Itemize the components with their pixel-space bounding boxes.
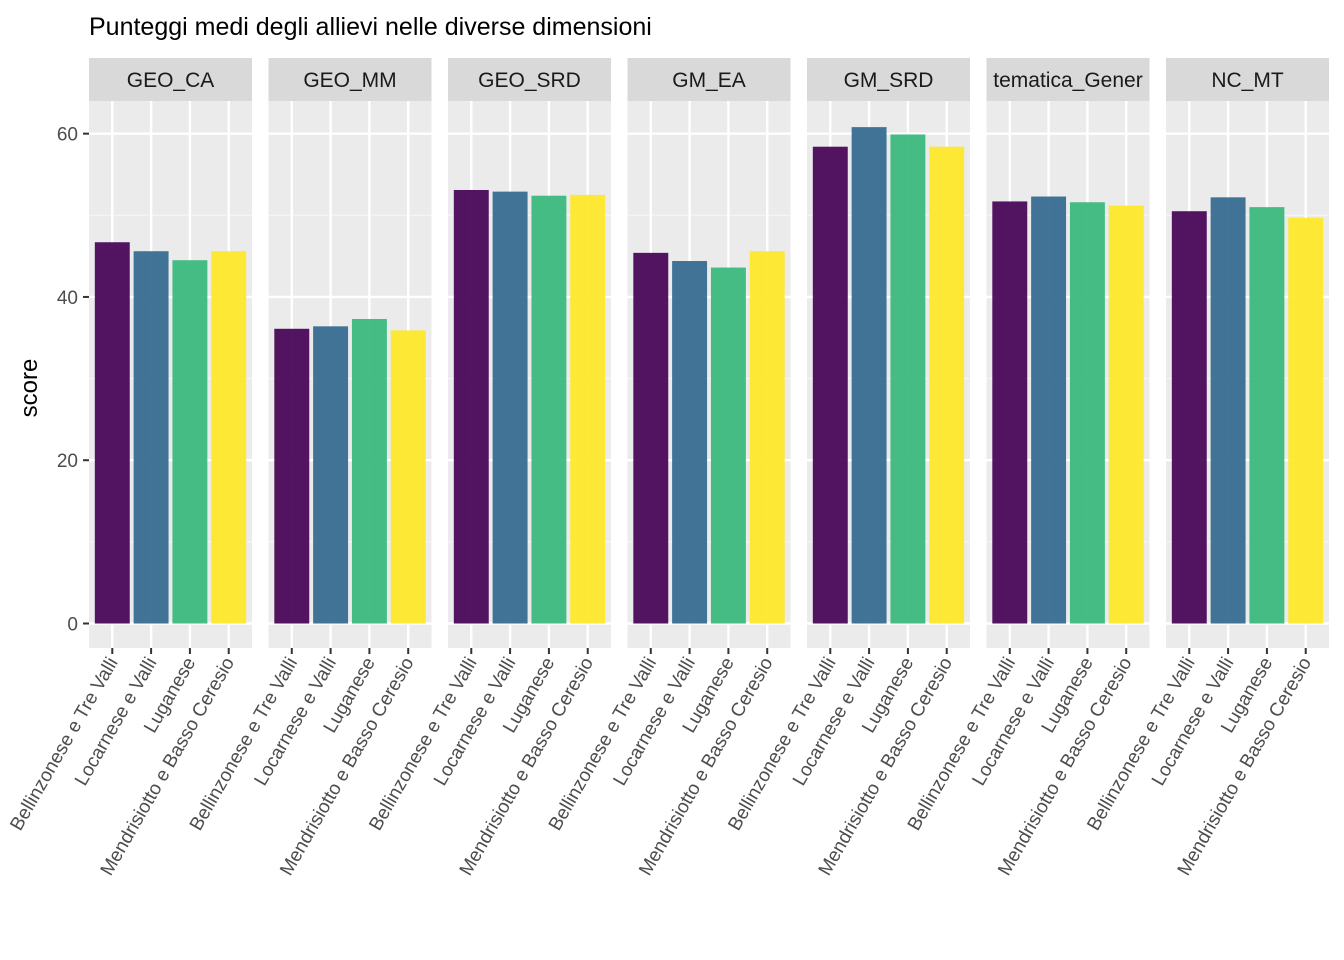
y-tick-label: 20 bbox=[57, 451, 78, 472]
bar-GM_EA-1 bbox=[672, 261, 708, 624]
bar-tematica_Gener-2 bbox=[1069, 202, 1105, 624]
facet-strip bbox=[1166, 58, 1329, 101]
y-tick-label: 40 bbox=[57, 288, 78, 309]
chart-title: Punteggi medi degli allievi nelle divers… bbox=[89, 13, 652, 41]
bar-GEO_SRD-0 bbox=[453, 189, 489, 624]
bar-GEO_CA-1 bbox=[133, 251, 169, 624]
facet-strip-label: NC_MT bbox=[1211, 69, 1284, 92]
bar-tematica_Gener-1 bbox=[1031, 196, 1067, 624]
bar-NC_MT-1 bbox=[1210, 197, 1246, 624]
bar-GM_EA-0 bbox=[633, 252, 669, 624]
bar-GM_EA-3 bbox=[749, 251, 785, 624]
facet-strip-label: GEO_MM bbox=[303, 69, 396, 92]
bar-GEO_MM-1 bbox=[313, 326, 349, 624]
bar-GEO_SRD-2 bbox=[531, 195, 567, 624]
bar-tematica_Gener-3 bbox=[1108, 205, 1144, 624]
y-axis-title: score bbox=[16, 359, 43, 418]
y-axis: 0 20 40 60 bbox=[57, 125, 89, 636]
bar-GEO_CA-3 bbox=[211, 251, 247, 624]
bar-NC_MT-2 bbox=[1249, 207, 1285, 624]
bar-GEO_MM-2 bbox=[351, 318, 387, 624]
bar-GEO_SRD-3 bbox=[570, 194, 606, 624]
facet-strip bbox=[627, 58, 791, 101]
bar-GM_SRD-1 bbox=[851, 127, 887, 624]
facet-strip bbox=[807, 58, 970, 101]
facet-strip-label: GM_SRD bbox=[844, 69, 934, 92]
bar-GEO_MM-3 bbox=[390, 330, 426, 624]
bar-tematica_Gener-0 bbox=[992, 201, 1028, 624]
facet-strip bbox=[268, 58, 432, 101]
facet-strip bbox=[89, 58, 252, 101]
bar-GEO_MM-0 bbox=[274, 328, 310, 624]
facet-strip bbox=[986, 58, 1150, 101]
bar-GEO_CA-2 bbox=[172, 260, 208, 624]
bar-NC_MT-0 bbox=[1171, 211, 1207, 624]
y-tick-label: 0 bbox=[67, 615, 78, 636]
facet-strip-label: GEO_CA bbox=[127, 69, 215, 92]
bar-GM_SRD-0 bbox=[812, 146, 848, 624]
bar-GM_SRD-2 bbox=[890, 134, 926, 624]
facet-strip-label: tematica_Gener bbox=[993, 69, 1142, 92]
bar-NC_MT-3 bbox=[1288, 217, 1324, 624]
bar-GM_SRD-3 bbox=[929, 146, 965, 624]
y-tick-label: 60 bbox=[57, 125, 78, 146]
bar-GEO_CA-0 bbox=[94, 242, 130, 624]
facet-strip bbox=[448, 58, 611, 101]
facet-strip-label: GEO_SRD bbox=[478, 69, 581, 92]
facet-strip-label: GM_EA bbox=[672, 69, 746, 92]
bar-GM_EA-2 bbox=[710, 267, 746, 624]
bar-GEO_SRD-1 bbox=[492, 191, 528, 624]
